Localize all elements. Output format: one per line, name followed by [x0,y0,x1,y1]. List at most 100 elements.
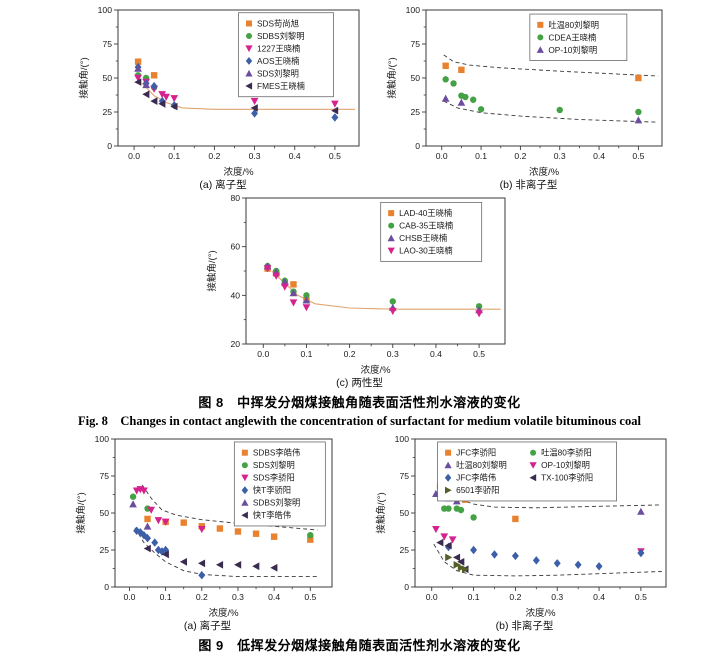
svg-text:25: 25 [410,107,420,117]
svg-text:吐温80李骄阳: 吐温80李骄阳 [541,448,592,458]
svg-text:100: 100 [394,434,409,444]
svg-text:SDBS李皓伟: SDBS李皓伟 [252,448,300,458]
axes: 0.0 0.1 0.2 0.3 0.4 0.5 20 40 60 80 浓度/% 接触角/(°) [206,193,485,376]
svg-text:100: 100 [94,434,109,444]
series-SDBS刘黎明 [128,500,151,530]
chart-fig9b: 0.0 0.1 0.2 0.3 0.4 0.5 0 25 50 75 100 浓度/% 接触角/(°) J… [375,433,675,633]
svg-text:AOS王晓楠: AOS王晓楠 [257,56,299,66]
svg-text:SDS苟尚旭: SDS苟尚旭 [257,18,299,28]
svg-text:SDBS刘黎明: SDBS刘黎明 [257,31,305,41]
axes: 0.0 0.1 0.2 0.3 0.4 0.5 0 25 50 75 100 浓度/% 接触角/(°) [75,434,316,619]
svg-text:0.4: 0.4 [593,592,605,602]
envelope-curve [443,54,659,77]
series-LAO-30王晓楠 [263,265,483,318]
chart-fig8b: 0.0 0.1 0.2 0.3 0.4 0.5 0 25 50 75 100 浓度/% 接触角/(°) 吐… [386,4,671,192]
series-6501李骄阳 [444,553,469,574]
svg-text:0.0: 0.0 [436,151,448,161]
fig9-row: 0.0 0.1 0.2 0.3 0.4 0.5 0 25 50 75 100 浓度/% 接触角/(°) S… [30,433,719,633]
svg-text:SDBS刘黎明: SDBS刘黎明 [252,498,300,508]
envelope-curve [134,527,317,578]
envelope-curve [443,100,659,123]
svg-text:25: 25 [99,545,109,555]
svg-text:接触角/(°): 接触角/(°) [75,492,87,533]
chart-fig9a: 0.0 0.1 0.2 0.3 0.4 0.5 0 25 50 75 100 浓度/% 接触角/(°) S… [75,433,341,633]
svg-text:60: 60 [230,242,240,252]
svg-text:0.3: 0.3 [231,592,243,602]
series-SDS刘黎明 [134,64,150,89]
svg-text:0.1: 0.1 [475,151,487,161]
chart-fig8c-subcaption: (c) 两性型 [336,377,383,389]
svg-text:0.2: 0.2 [195,592,207,602]
svg-text:0: 0 [104,582,109,592]
legend: LAD-40王晓楠 CAB-35王晓楠 CHSB王晓楠 LAO-30王晓楠 [379,201,482,262]
svg-text:75: 75 [410,39,420,49]
svg-text:SDS李骄阳: SDS李骄阳 [252,473,294,483]
svg-text:20: 20 [230,339,240,349]
series-CDEA王晓楠 [442,76,642,116]
svg-text:浓度/%: 浓度/% [529,166,560,178]
svg-text:0.0: 0.0 [123,592,135,602]
svg-text:浓度/%: 浓度/% [525,607,556,619]
svg-text:0.2: 0.2 [509,592,521,602]
fig8-caption-en: Fig. 8 Changes in contact anglewith the … [78,414,641,428]
series-TX-100李骄阳 [435,538,468,574]
svg-text:0.3: 0.3 [249,151,261,161]
svg-text:0.4: 0.4 [593,151,605,161]
axes: 0.0 0.1 0.2 0.3 0.4 0.5 0 25 50 75 100 浓度/% 接触角/(°) [78,5,341,178]
fig8-caption-zh: 图 8 中挥发分烟煤接触角随表面活性剂水溶液的变化 [198,395,521,410]
fig8-middle-row: 0.0 0.1 0.2 0.3 0.4 0.5 20 40 60 80 浓度/% 接触角/(°) LAD… [0,192,719,390]
svg-text:CDEA王晓楠: CDEA王晓楠 [548,32,596,42]
fig9-caption-zh: 图 9 低挥发分烟煤接触角随表面活性剂水溶液的变化 [198,638,521,653]
svg-text:0.1: 0.1 [467,592,479,602]
legend: SDS苟尚旭 SDBS刘黎明 1227王晓楠 AOS王晓楠 SDS刘黎明 FMES王晓楠 [238,12,334,98]
svg-text:FMES王晓楠: FMES王晓楠 [257,81,305,91]
svg-text:75: 75 [399,471,409,481]
svg-text:50: 50 [410,73,420,83]
svg-text:0.0: 0.0 [257,349,269,359]
svg-text:0.3: 0.3 [386,349,398,359]
svg-text:0.5: 0.5 [632,151,644,161]
svg-text:50: 50 [102,73,112,83]
svg-text:0.2: 0.2 [208,151,220,161]
svg-text:25: 25 [102,107,112,117]
svg-text:接触角/(°): 接触角/(°) [206,250,218,291]
svg-text:0.5: 0.5 [304,592,316,602]
legend: 吐温80刘黎明 CDEA王晓楠 OP-10刘黎明 [529,13,628,61]
svg-text:80: 80 [230,193,240,203]
svg-text:100: 100 [406,5,421,15]
svg-text:0.4: 0.4 [429,349,441,359]
svg-text:25: 25 [399,545,409,555]
svg-text:接触角/(°): 接触角/(°) [386,57,398,98]
svg-text:0.4: 0.4 [289,151,301,161]
series-CHSB王晓楠 [263,262,483,314]
svg-text:OP-10刘黎明: OP-10刘黎明 [548,45,597,55]
svg-text:0.5: 0.5 [329,151,341,161]
svg-text:快T李皓伟: 快T李皓伟 [252,510,290,520]
svg-text:0.1: 0.1 [168,151,180,161]
series-OP-10刘黎明 [431,526,645,556]
svg-text:浓度/%: 浓度/% [208,607,239,619]
svg-text:100: 100 [98,5,113,15]
svg-text:浓度/%: 浓度/% [223,166,254,178]
series-吐温80刘黎明 [442,62,642,82]
svg-text:0.1: 0.1 [159,592,171,602]
chart-fig8b-subcaption: (b) 非离子型 [499,179,558,191]
svg-text:接触角/(°): 接触角/(°) [375,492,387,533]
svg-text:SDS刘黎明: SDS刘黎明 [252,460,294,470]
svg-text:0: 0 [415,141,420,151]
chart-fig8c: 0.0 0.1 0.2 0.3 0.4 0.5 20 40 60 80 浓度/% 接触角/(°) LAD… [206,192,514,390]
svg-text:OP-10刘黎明: OP-10刘黎明 [541,460,590,470]
svg-text:0.5: 0.5 [473,349,485,359]
svg-text:0.0: 0.0 [128,151,140,161]
svg-text:40: 40 [230,290,240,300]
svg-text:0: 0 [107,141,112,151]
svg-text:CHSB王晓楠: CHSB王晓楠 [399,233,447,243]
svg-text:0.3: 0.3 [554,151,566,161]
series-CAB-35王晓楠 [263,262,482,310]
svg-text:0.4: 0.4 [268,592,280,602]
series-吐温80李骄阳 [440,505,477,521]
svg-text:0.2: 0.2 [514,151,526,161]
svg-text:0.3: 0.3 [551,592,563,602]
svg-text:6501李骄阳: 6501李骄阳 [456,485,499,495]
